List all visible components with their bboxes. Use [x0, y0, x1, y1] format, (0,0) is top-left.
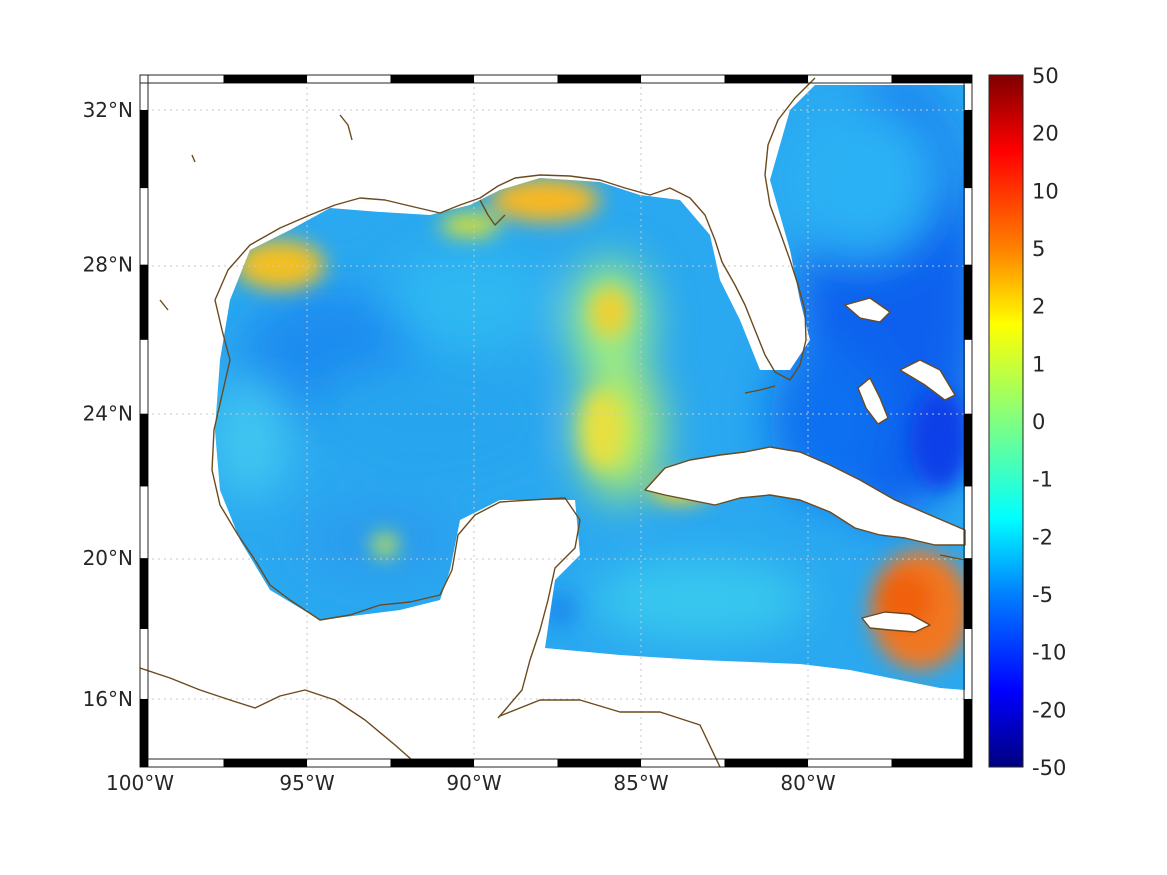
- lat-tick-label: 32°N: [83, 98, 133, 122]
- lon-tick-label: 90°W: [446, 771, 501, 795]
- frame-segment: [140, 110, 148, 189]
- frame-segment: [390, 759, 474, 767]
- frame-segment: [140, 699, 148, 767]
- coastlines: [140, 77, 966, 767]
- colorbar-tick-label: -5: [1032, 583, 1053, 607]
- lat-tick-label: 28°N: [83, 253, 133, 277]
- colorbar-tick-label: 0: [1032, 410, 1045, 434]
- frame-segment: [140, 413, 148, 487]
- lon-tick-label: 95°W: [279, 771, 334, 795]
- frame-segment: [140, 264, 148, 340]
- frame-segment: [964, 699, 972, 767]
- frame-segment: [964, 413, 972, 487]
- lat-tick-label: 24°N: [83, 402, 133, 426]
- colorbar-tick-label: -2: [1032, 525, 1053, 549]
- colorbar-tick-label: -10: [1032, 641, 1066, 665]
- colorbar-tick-label: 1: [1032, 352, 1045, 376]
- frame-segment: [724, 75, 808, 83]
- frame-segment: [964, 110, 972, 189]
- frame-segment: [891, 759, 972, 767]
- colorbar-tick-label: -20: [1032, 698, 1066, 722]
- colorbar-tick-label: -1: [1032, 468, 1053, 492]
- frame-segment: [557, 75, 641, 83]
- lat-tick-label: 16°N: [83, 687, 133, 711]
- latitude-labels: 32°N 28°N 24°N 20°N 16°N: [83, 98, 133, 711]
- frame-segment: [223, 75, 307, 83]
- lon-tick-label: 85°W: [613, 771, 668, 795]
- gridlines: [140, 75, 972, 767]
- lat-tick-label: 20°N: [83, 546, 133, 570]
- map-frame: [139, 74, 973, 768]
- frame-segment: [140, 558, 148, 629]
- frame-segment: [891, 75, 972, 83]
- colorbar-tick-label: 5: [1032, 237, 1045, 261]
- lon-tick-label: 100°W: [106, 771, 174, 795]
- frame-segment: [724, 759, 808, 767]
- colorbar-tick-label: 10: [1032, 179, 1059, 203]
- frame-segment: [964, 558, 972, 629]
- colorbar-tick-label: 50: [1032, 64, 1059, 88]
- longitude-labels: 100°W 95°W 90°W 85°W 80°W: [106, 771, 836, 795]
- colorbar-tick-label: -50: [1032, 756, 1066, 780]
- lon-tick-label: 80°W: [780, 771, 835, 795]
- frame-segment: [390, 75, 474, 83]
- frame-segment: [223, 759, 307, 767]
- colorbar-tick-label: 2: [1032, 295, 1045, 319]
- colorbar-tick-label: 20: [1032, 122, 1059, 146]
- sea-level-field: [215, 85, 965, 690]
- frame-segment: [557, 759, 641, 767]
- frame-segment: [964, 264, 972, 340]
